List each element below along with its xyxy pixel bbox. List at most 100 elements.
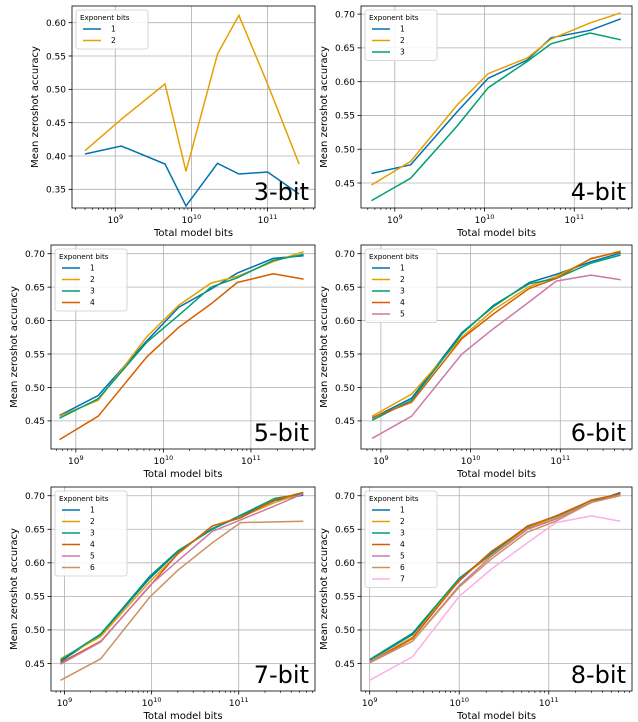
x-tick-label: 1010 bbox=[475, 213, 495, 226]
series-line-7 bbox=[369, 515, 621, 681]
legend-label-4: 4 bbox=[400, 540, 405, 549]
legend-label-3: 3 bbox=[400, 48, 405, 57]
x-axis-label: Total model bits bbox=[142, 469, 222, 480]
y-tick-label: 0.35 bbox=[46, 186, 66, 196]
legend-label-3: 3 bbox=[90, 529, 95, 538]
y-axis-label: Mean zeroshot accuracy bbox=[319, 528, 330, 650]
bit-width-label: 7-bit bbox=[254, 661, 309, 689]
legend-label-2: 2 bbox=[111, 36, 116, 45]
legend-title: Exponent bits bbox=[369, 494, 419, 503]
y-axis-label: Mean zeroshot accuracy bbox=[319, 46, 330, 168]
legend: Exponent bits 1 2 3 4 5 6 bbox=[54, 490, 128, 577]
legend-label-3: 3 bbox=[90, 287, 95, 296]
legend-label-2: 2 bbox=[400, 275, 405, 284]
legend-label-5: 5 bbox=[400, 552, 405, 561]
legend-label-6: 6 bbox=[400, 563, 405, 572]
chart-panel-5: 0.45 0.50 0.55 0.60 0.65 0.70 109 1010 1011 Total… bbox=[9, 486, 316, 722]
y-tick-label: 0.70 bbox=[335, 250, 355, 260]
legend-title: Exponent bits bbox=[80, 13, 130, 22]
x-tick-label: 109 bbox=[362, 696, 378, 709]
legend-box bbox=[75, 9, 149, 50]
bit-width-label: 3-bit bbox=[254, 178, 309, 206]
x-tick-label: 109 bbox=[68, 454, 84, 467]
x-axis-label: Total model bits bbox=[456, 469, 536, 480]
x-tick-label: 1010 bbox=[182, 213, 202, 226]
axes-frame bbox=[50, 244, 316, 450]
legend-box bbox=[54, 490, 128, 577]
series-line-4 bbox=[369, 492, 621, 663]
legend: Exponent bits 1 2 3 4 bbox=[54, 248, 128, 312]
y-tick-label: 0.50 bbox=[335, 384, 355, 394]
series-line-4 bbox=[59, 273, 304, 441]
y-tick-label: 0.45 bbox=[46, 119, 66, 129]
legend-label-3: 3 bbox=[400, 529, 405, 538]
y-tick-label: 0.60 bbox=[46, 19, 66, 29]
chart-panel-6: 0.45 0.50 0.55 0.60 0.65 0.70 109 1010 1011Total… bbox=[319, 486, 633, 722]
x-tick-label: 1010 bbox=[142, 696, 162, 709]
legend: Exponent bits 1 2 3 4 5 bbox=[364, 248, 438, 323]
y-tick-label: 0.60 bbox=[335, 78, 355, 88]
legend-label-3: 3 bbox=[400, 287, 405, 296]
bit-width-label: 5-bit bbox=[254, 419, 309, 447]
y-tick-label: 0.60 bbox=[335, 559, 355, 569]
y-tick-label: 0.55 bbox=[25, 593, 45, 603]
series-line-3 bbox=[59, 253, 304, 419]
x-tick-label: 1011 bbox=[241, 454, 261, 467]
series-line-3 bbox=[371, 32, 621, 202]
series-line-6 bbox=[60, 520, 304, 681]
legend: Exponent bits 1 2 3 bbox=[364, 9, 438, 61]
legend-label-5: 5 bbox=[400, 310, 405, 319]
y-tick-label: 0.55 bbox=[46, 52, 66, 62]
legend-label-1: 1 bbox=[400, 25, 405, 34]
legend-label-2: 2 bbox=[90, 517, 95, 526]
y-tick-label: 0.50 bbox=[25, 626, 45, 636]
series-line-4 bbox=[371, 250, 621, 419]
y-tick-label: 0.50 bbox=[335, 146, 355, 156]
axes-frame bbox=[360, 244, 633, 450]
x-tick-label: 1011 bbox=[539, 696, 559, 709]
x-tick-label: 1011 bbox=[258, 213, 278, 226]
series-line-1 bbox=[84, 145, 300, 208]
bit-width-label: 4-bit bbox=[571, 178, 626, 206]
chart-panel-1: 0.35 0.40 0.45 0.50 0.55 0.60 109 1010 1011 Total… bbox=[30, 5, 316, 239]
x-tick-label: 109 bbox=[57, 696, 73, 709]
legend-label-5: 5 bbox=[90, 552, 95, 561]
y-tick-label: 0.70 bbox=[25, 492, 45, 502]
legend-label-2: 2 bbox=[400, 517, 405, 526]
x-tick-label: 109 bbox=[387, 213, 403, 226]
y-axis-label: Mean zeroshot accuracy bbox=[9, 286, 20, 408]
legend-label-1: 1 bbox=[111, 25, 116, 34]
axes-frame bbox=[360, 5, 633, 209]
x-tick-label: 1011 bbox=[564, 213, 584, 226]
x-axis-label: Total model bits bbox=[456, 711, 536, 722]
x-tick-label: 1010 bbox=[461, 454, 481, 467]
y-tick-label: 0.70 bbox=[335, 492, 355, 502]
x-axis-label: Total model bits bbox=[456, 228, 536, 239]
bit-width-label: 6-bit bbox=[571, 419, 626, 447]
series-line-1 bbox=[59, 254, 304, 417]
legend-title: Exponent bits bbox=[59, 252, 109, 261]
y-tick-label: 0.55 bbox=[335, 593, 355, 603]
legend-label-1: 1 bbox=[90, 264, 95, 273]
series-line-5 bbox=[371, 274, 621, 439]
y-tick-label: 0.60 bbox=[335, 317, 355, 327]
x-tick-label: 1010 bbox=[154, 454, 174, 467]
legend-title: Exponent bits bbox=[369, 13, 419, 22]
chart-panel-4: 0.45 0.50 0.55 0.60 0.65 0.70 109 1010 1011 Total… bbox=[319, 244, 633, 480]
y-tick-label: 0.50 bbox=[25, 384, 45, 394]
legend-label-1: 1 bbox=[400, 264, 405, 273]
y-tick-label: 0.45 bbox=[335, 660, 355, 670]
y-axis-label: Mean zeroshot accuracy bbox=[30, 46, 41, 168]
x-tick-label: 109 bbox=[373, 454, 389, 467]
y-tick-label: 0.55 bbox=[335, 112, 355, 122]
bit-width-label: 8-bit bbox=[571, 661, 626, 689]
series-line-1 bbox=[371, 18, 622, 175]
legend-box bbox=[364, 490, 438, 588]
y-tick-label: 0.60 bbox=[25, 559, 45, 569]
y-tick-label: 0.55 bbox=[25, 350, 45, 360]
legend-label-4: 4 bbox=[90, 298, 95, 307]
y-tick-label: 0.55 bbox=[335, 350, 355, 360]
y-tick-label: 0.50 bbox=[335, 626, 355, 636]
x-tick-label: 1011 bbox=[550, 454, 570, 467]
axes-frame bbox=[360, 486, 633, 692]
